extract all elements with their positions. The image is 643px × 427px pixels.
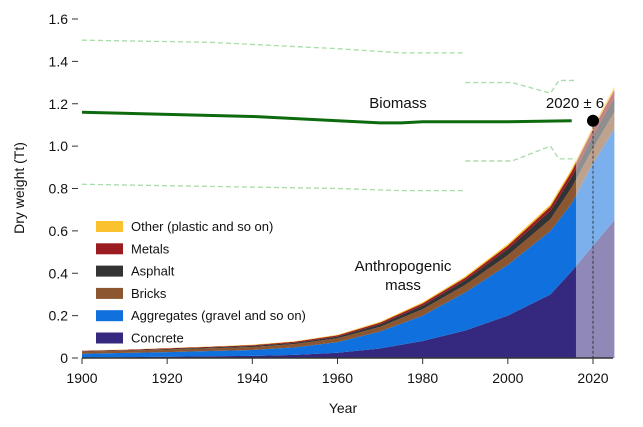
- y-tick-label: 0: [60, 350, 68, 366]
- legend-label: Concrete: [131, 331, 184, 346]
- y-tick-label: 0.8: [49, 181, 69, 197]
- y-axis-label: Dry weight (Tt): [11, 142, 27, 234]
- biomass-group: [81, 39, 599, 358]
- biomass-bound-lower_a: [81, 183, 466, 192]
- y-tick-label: 1.4: [49, 53, 69, 69]
- legend-swatch: [96, 243, 123, 255]
- legend-label: Aggregates (gravel and so on): [131, 308, 306, 323]
- area-concrete: [82, 220, 615, 358]
- legend-swatch: [96, 287, 123, 299]
- legend-swatch: [96, 265, 123, 277]
- legend: Other (plastic and so on) Metals Asphalt Br…: [96, 219, 306, 346]
- x-tick-label: 1900: [66, 370, 97, 386]
- legend-swatch: [96, 310, 123, 322]
- x-tick-label: 1980: [407, 370, 438, 386]
- y-tick-label: 1.2: [49, 96, 69, 112]
- crossover-label: 2020 ± 6: [546, 95, 604, 112]
- y-tick-label: 1.6: [49, 11, 69, 27]
- biomass-bound-upper_a: [81, 39, 466, 54]
- y-tick-label: 0.4: [49, 265, 69, 281]
- anthropogenic-label-1: Anthropogenic: [355, 258, 452, 275]
- legend-label: Other (plastic and so on): [131, 219, 273, 234]
- biomass-line: [81, 110, 572, 125]
- biomass-bound-lower_b: [465, 145, 576, 162]
- x-tick-label: 1920: [152, 370, 183, 386]
- legend-swatch: [96, 332, 123, 344]
- y-tick-label: 0.2: [49, 308, 69, 324]
- y-tick-label: 1.0: [49, 138, 69, 154]
- legend-label: Asphalt: [131, 264, 175, 279]
- biomass-label: Biomass: [369, 95, 427, 112]
- anthropogenic-label-2: mass: [385, 277, 421, 294]
- x-tick-label: 2000: [492, 370, 523, 386]
- legend-swatch: [96, 221, 123, 232]
- axes: 1900 1920 1940 1960 1980 2000 2020 0 0.2 0.4 0.6 0.…: [49, 11, 613, 386]
- legend-label: Bricks: [131, 286, 167, 301]
- y-tick-label: 0.6: [49, 223, 69, 239]
- x-axis-label: Year: [329, 400, 358, 416]
- x-tick-label: 1960: [322, 370, 353, 386]
- x-tick-label: 2020: [577, 370, 608, 386]
- crossover-point: [587, 114, 599, 127]
- legend-label: Metals: [131, 241, 170, 256]
- stacked-areas: [82, 86, 615, 358]
- x-tick-label: 1940: [237, 370, 268, 386]
- area-aggregates: [82, 129, 615, 358]
- projection-overlay: [575, 0, 615, 358]
- biomass-bound-upper_b: [465, 79, 576, 94]
